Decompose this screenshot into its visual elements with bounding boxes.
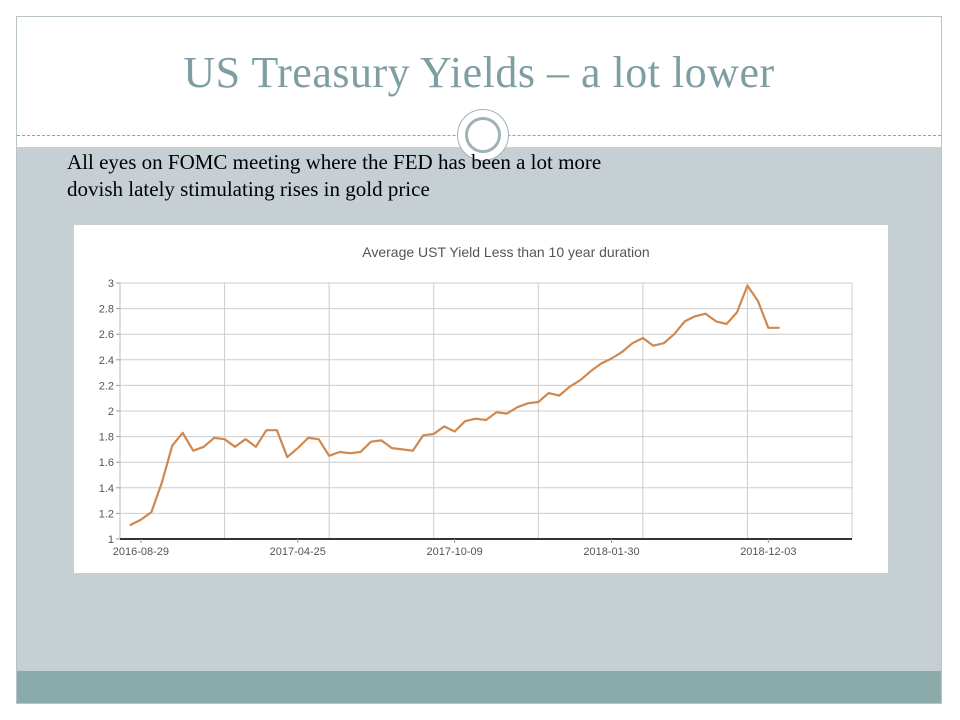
body-text: All eyes on FOMC meeting where the FED h…	[67, 149, 787, 203]
body-line-2: dovish lately stimulating rises in gold …	[67, 177, 430, 201]
x-tick-label: 2016-08-29	[113, 546, 169, 558]
y-tick-label: 2.8	[99, 304, 114, 316]
x-tick-label: 2018-01-30	[583, 546, 639, 558]
y-tick-label: 1.8	[99, 432, 114, 444]
slide-title: US Treasury Yields – a lot lower	[183, 48, 775, 97]
y-tick-label: 1.6	[99, 457, 114, 469]
slide: US Treasury Yields – a lot lower All eye…	[16, 16, 942, 704]
body-line-1: All eyes on FOMC meeting where the FED h…	[67, 150, 602, 174]
chart-title: Average UST Yield Less than 10 year dura…	[362, 244, 649, 260]
y-tick-label: 1.2	[99, 508, 114, 520]
footer-band	[17, 671, 941, 703]
circle-ornament-icon	[457, 109, 509, 161]
y-tick-label: 1.4	[99, 483, 114, 495]
chart-container: Average UST Yield Less than 10 year dura…	[74, 225, 888, 573]
y-tick-label: 2.2	[99, 380, 114, 392]
y-tick-label: 3	[108, 278, 114, 290]
y-tick-label: 2.4	[99, 355, 114, 367]
line-chart: Average UST Yield Less than 10 year dura…	[99, 244, 853, 558]
y-tick-label: 2	[108, 406, 114, 418]
y-tick-label: 2.6	[99, 329, 114, 341]
y-tick-label: 1	[108, 534, 114, 546]
series-line	[129, 284, 780, 526]
x-tick-label: 2017-10-09	[426, 546, 482, 558]
circle-ornament-inner	[465, 117, 501, 153]
x-tick-label: 2017-04-25	[270, 546, 326, 558]
x-tick-label: 2018-12-03	[740, 546, 796, 558]
